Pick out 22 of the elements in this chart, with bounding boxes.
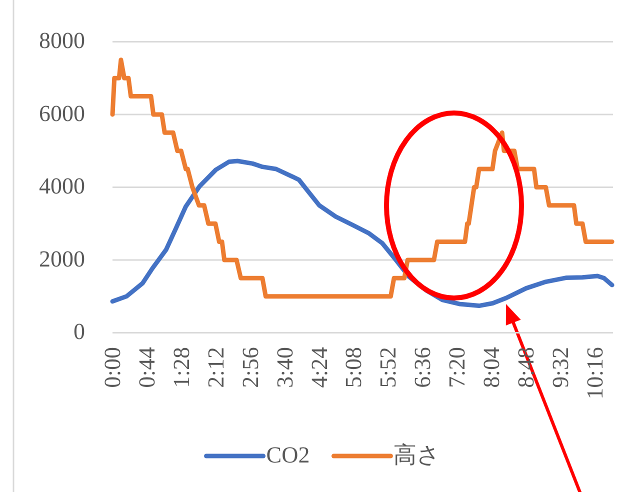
y-tick-label: 4000 [39,174,85,199]
x-tick-label: 6:36 [410,347,436,388]
y-tick-label: 8000 [39,28,85,54]
x-tick-label: 3:40 [272,347,298,388]
legend-label: 高さ [394,442,441,468]
x-tick-label: 2:56 [238,347,263,388]
x-tick-label: 0:44 [134,346,160,388]
x-tick-label: 0:00 [100,347,125,388]
x-tick-label: 5:52 [376,347,401,388]
x-tick-label: 2:12 [203,347,228,388]
x-tick-label: 8:48 [514,347,539,388]
y-tick-label: 6000 [39,100,85,126]
x-tick-label: 7:20 [444,347,470,388]
x-tick-label: 5:08 [341,347,366,388]
x-tick-label: 8:04 [479,346,504,388]
y-tick-label: 0 [74,319,85,344]
x-tick-label: 10:16 [582,347,608,400]
y-tick-label: 2000 [39,246,85,272]
legend-label: CO2 [266,442,310,468]
x-tick-label: 9:32 [548,347,574,388]
x-tick-label: 4:24 [306,346,332,388]
x-tick-label: 1:28 [168,347,194,388]
